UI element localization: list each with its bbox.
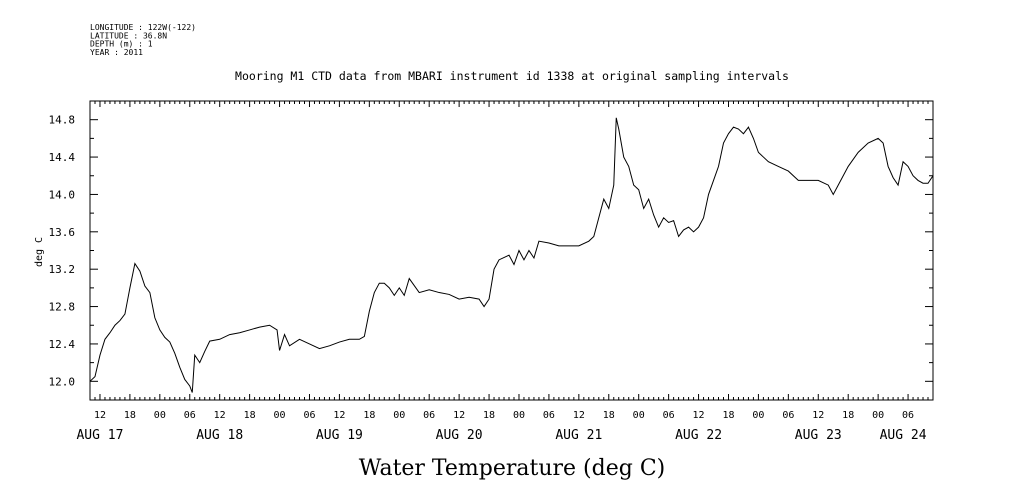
x-hour-label: 18 — [363, 410, 375, 421]
y-tick-label: 13.6 — [49, 226, 76, 239]
x-hour-label: 12 — [693, 410, 705, 421]
metadata-line: LONGITUDE : 122W(-122) — [90, 23, 196, 32]
x-axis-day-labels: AUG 17 AUG 18 AUG 19 AUG 20 AUG 21 AUG 22 AUG … — [76, 428, 926, 443]
x-hour-label: 12 — [214, 410, 226, 421]
x-day-label: AUG 20 — [436, 428, 483, 443]
x-hour-label: 00 — [274, 410, 286, 421]
x-hour-label: 18 — [722, 410, 734, 421]
x-axis-hour-labels: 12 18 00 06 12 18 00 06 12 18 00 06 12 18 00 06 12 18 00 06… — [94, 410, 914, 421]
x-hour-label: 00 — [513, 410, 525, 421]
y-axis-label: deg C — [34, 237, 45, 267]
y-tick-label: 12.0 — [49, 375, 76, 388]
x-hour-label: 18 — [603, 410, 615, 421]
y-tick-label: 12.4 — [49, 338, 76, 351]
x-hour-label: 06 — [663, 410, 675, 421]
axis-ticks — [89, 100, 934, 401]
x-hour-label: 06 — [423, 410, 435, 421]
x-hour-label: 12 — [333, 410, 345, 421]
x-hour-label: 18 — [842, 410, 854, 421]
x-hour-label: 18 — [483, 410, 495, 421]
x-hour-label: 18 — [124, 410, 136, 421]
y-tick-label: 12.8 — [49, 301, 76, 314]
metadata-line: YEAR : 2011 — [90, 48, 143, 57]
x-hour-label: 00 — [633, 410, 645, 421]
x-hour-label: 12 — [812, 410, 824, 421]
y-tick-label: 14.0 — [49, 188, 76, 201]
x-axis-label: Water Temperature (deg C) — [359, 456, 666, 481]
x-hour-label: 06 — [543, 410, 555, 421]
x-hour-label: 12 — [94, 410, 106, 421]
metadata-block: LONGITUDE : 122W(-122)LATITUDE : 36.8NDE… — [90, 23, 196, 57]
x-hour-label: 00 — [872, 410, 884, 421]
plot-area-frame — [89, 100, 934, 401]
x-hour-label: 00 — [752, 410, 764, 421]
x-hour-label: 00 — [154, 410, 166, 421]
series-water-temperature — [89, 117, 934, 393]
x-day-label: AUG 22 — [675, 428, 722, 443]
metadata-line: LATITUDE : 36.8N — [90, 31, 167, 40]
chart-title: Mooring M1 CTD data from MBARI instrumen… — [235, 69, 789, 83]
x-hour-label: 06 — [902, 410, 914, 421]
x-day-label: AUG 18 — [196, 428, 243, 443]
x-hour-label: 12 — [453, 410, 465, 421]
x-day-label: AUG 24 — [880, 428, 927, 443]
x-hour-label: 06 — [782, 410, 794, 421]
y-tick-label: 13.2 — [49, 263, 76, 276]
y-tick-label: 14.8 — [49, 114, 76, 127]
x-hour-label: 00 — [393, 410, 405, 421]
x-hour-label: 18 — [244, 410, 256, 421]
x-day-label: AUG 19 — [316, 428, 363, 443]
x-day-label: AUG 21 — [555, 428, 602, 443]
y-tick-label: 14.4 — [49, 151, 76, 164]
x-day-label: AUG 17 — [76, 428, 123, 443]
x-hour-label: 06 — [184, 410, 196, 421]
series-line — [89, 117, 934, 393]
metadata-line: DEPTH (m) : 1 — [90, 40, 153, 49]
x-hour-label: 12 — [573, 410, 585, 421]
x-hour-label: 06 — [303, 410, 315, 421]
x-day-label: AUG 23 — [795, 428, 842, 443]
y-axis-tick-labels: 12.0 12.4 12.8 13.2 13.6 14.0 14.4 14.8 — [49, 114, 76, 389]
